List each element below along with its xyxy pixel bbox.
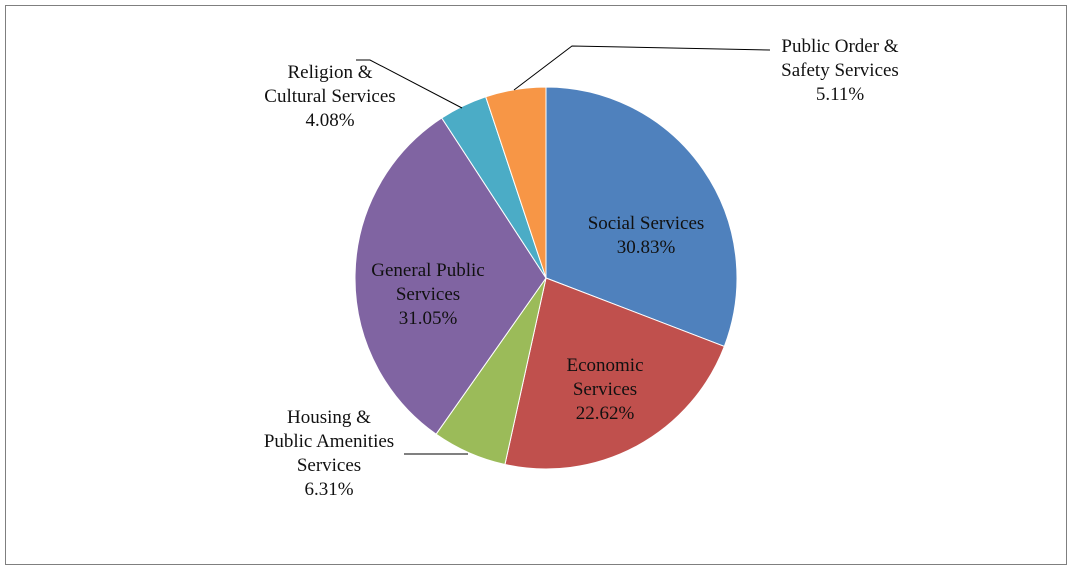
data-label-text: Religion & — [288, 62, 373, 83]
pie-slice-economic-services — [504, 277, 725, 470]
data-label-social-services: Social Services 30.83% — [588, 213, 705, 258]
data-label-text: Services — [396, 284, 460, 305]
pie-slice-general-public-services — [354, 117, 547, 435]
data-label-text: Public Amenities — [264, 431, 394, 452]
data-label-percent: 30.83% — [617, 237, 676, 258]
data-label-text: Services — [297, 455, 361, 476]
leader-lines — [356, 45, 771, 455]
data-label-text: General Public — [371, 260, 484, 281]
data-label-text: Services — [573, 379, 637, 400]
data-label-percent: 6.31% — [304, 479, 353, 500]
data-label-public-order-safety-services: Public Order & Safety Services 5.11% — [781, 36, 899, 105]
data-label-housing-public-amenities-services: Housing & Public Amenities Services 6.31% — [264, 407, 394, 500]
data-label-general-public-services: General Public Services 31.05% — [371, 260, 484, 329]
slice-labels: Social Services 30.83% Economic Services 22.… — [264, 36, 899, 500]
data-label-text: Economic — [566, 355, 643, 376]
data-label-percent: 4.08% — [305, 110, 354, 131]
pie-slice-social-services — [545, 86, 738, 348]
data-label-text: Cultural Services — [264, 86, 395, 107]
data-label-percent: 5.11% — [816, 84, 865, 105]
data-label-text: Social Services — [588, 213, 705, 234]
pie-slices — [354, 86, 738, 470]
pie-chart: Social Services 30.83% Economic Services 22.… — [264, 36, 899, 500]
data-label-economic-services: Economic Services 22.62% — [566, 355, 643, 424]
data-label-religion-cultural-services: Religion & Cultural Services 4.08% — [264, 62, 395, 131]
leader-line-religion-cultural-services — [356, 59, 463, 109]
data-label-percent: 22.62% — [576, 403, 635, 424]
data-label-text: Housing & — [287, 407, 371, 428]
data-label-percent: 31.05% — [399, 308, 458, 329]
data-label-text: Safety Services — [781, 60, 899, 81]
data-label-text: Public Order & — [781, 36, 898, 57]
leader-line-public-order-safety-services — [513, 45, 771, 91]
